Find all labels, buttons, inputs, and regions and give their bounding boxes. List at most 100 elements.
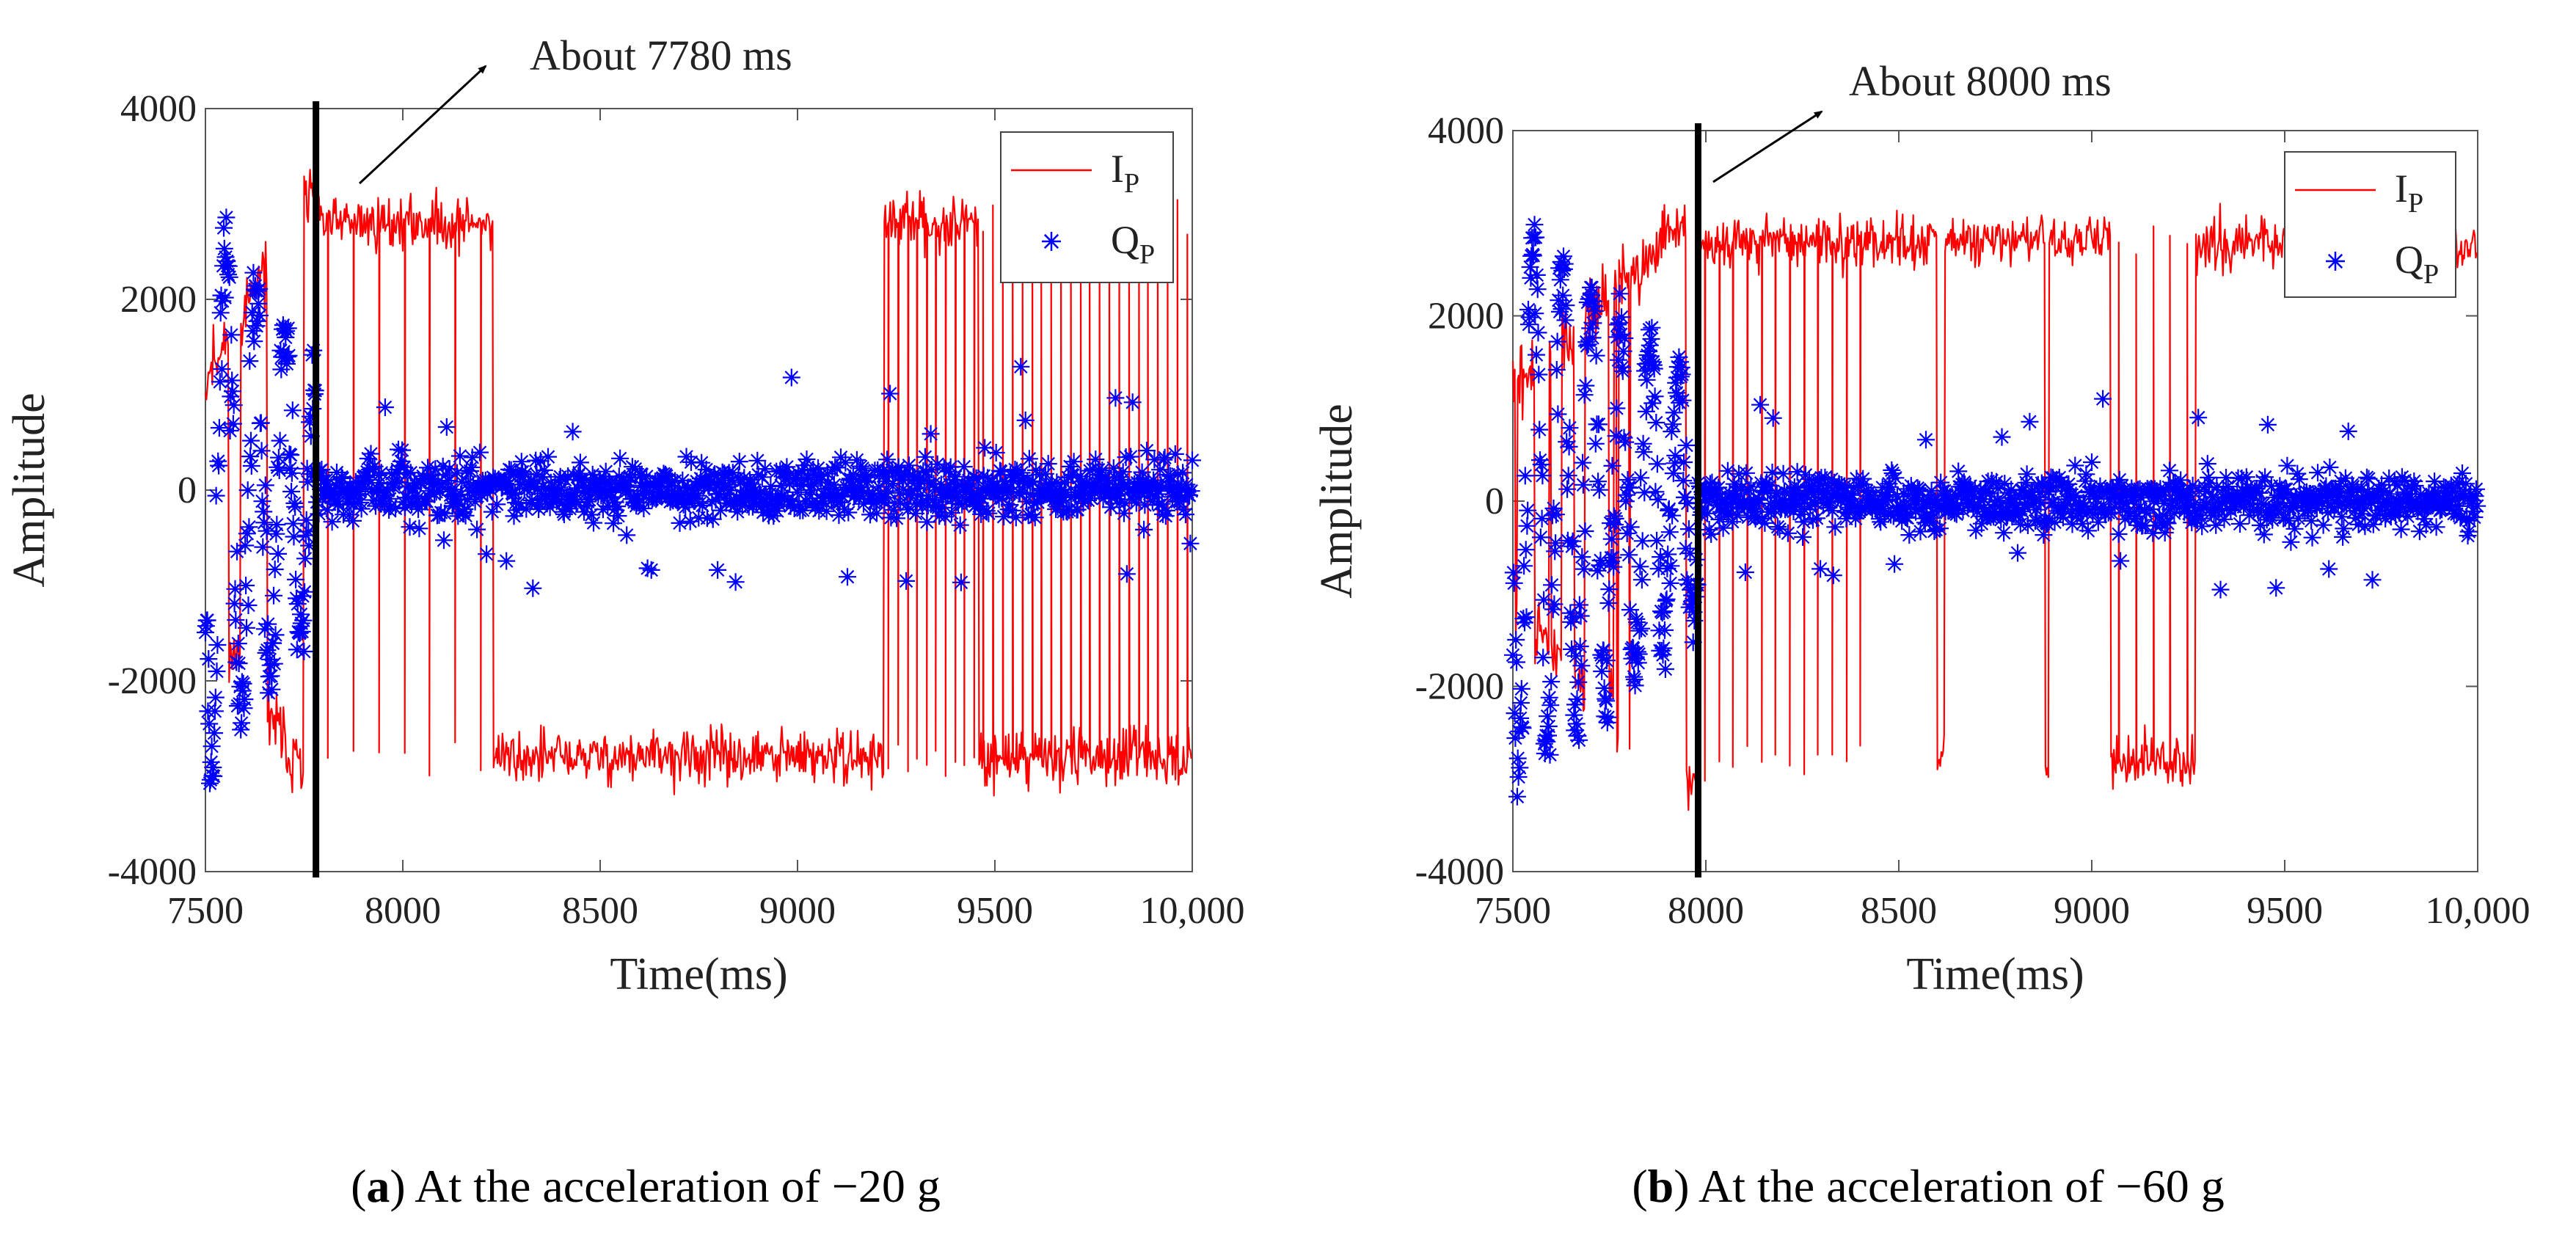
- chart-a-qp-point: [544, 492, 562, 511]
- chart-a-qp-point: [534, 477, 552, 495]
- chart-b-qp-point: [1718, 461, 1737, 480]
- chart-b-qp-point: [1511, 709, 1530, 727]
- chart-a-qp-point: [1090, 466, 1109, 484]
- chart-a-qp-point: [1139, 473, 1158, 492]
- chart-b-qp-point: [1641, 347, 1660, 365]
- chart-a-qp-point: [266, 626, 285, 644]
- chart-b-qp-point: [2218, 500, 2236, 518]
- chart-b-qp-point: [1544, 499, 1563, 517]
- chart-b-qp-point: [1604, 548, 1622, 566]
- chart-a-qp-point: [302, 465, 321, 483]
- chart-b-qp-point: [2189, 409, 2208, 427]
- chart-b-qp-point: [1544, 600, 1562, 618]
- chart-a-qp-point: [356, 479, 374, 497]
- chart-a-qp-point: [1117, 565, 1136, 583]
- chart-a-qp-point: [1081, 461, 1099, 480]
- chart-b-qp-point: [2321, 459, 2339, 476]
- chart-a-qp-point: [976, 439, 994, 457]
- chart-a-qp-point: [798, 450, 816, 468]
- chart-b-qp-point: [1543, 576, 1561, 594]
- chart-b-qp-point: [1773, 491, 1792, 509]
- chart-b-qp-point: [1823, 502, 1842, 520]
- chart-a-qp-point: [877, 472, 895, 490]
- chart-a-qp-point: [825, 475, 843, 494]
- chart-b-qp-point: [1520, 308, 1539, 326]
- chart-a-qp-point: [373, 492, 391, 510]
- chart-b-qp-point: [1587, 346, 1605, 365]
- chart-a-qp-point: [1011, 484, 1029, 503]
- chart-b-qp-point: [2141, 500, 2159, 519]
- chart-b-qp-point: [2447, 491, 2465, 508]
- chart-b-qp-point: [2263, 511, 2282, 529]
- chart-a-qp-point: [437, 418, 456, 436]
- chart-b-qp-point: [1819, 477, 1837, 495]
- chart-a-qp-point: [748, 451, 767, 470]
- chart-a-qp-point: [269, 458, 287, 476]
- chart-a-qp-point: [259, 615, 277, 633]
- chart-a-qp-point: [387, 464, 406, 482]
- chart-b-qp-point: [2050, 468, 2068, 486]
- chart-a-qp-point: [585, 514, 602, 532]
- chart-a-qp-point: [202, 737, 221, 756]
- chart-a-qp-point: [1145, 450, 1164, 469]
- chart-a-qp-point: [1132, 483, 1150, 502]
- chart-a-qp-point: [243, 304, 261, 321]
- chart-b-qp-point: [1566, 647, 1585, 665]
- chart-b-qp-point: [1564, 532, 1582, 550]
- chart-b-qp-point: [2362, 494, 2381, 512]
- chart-b-qp-point: [1558, 433, 1576, 451]
- chart-a-qp-point: [437, 466, 455, 484]
- chart-a-qp-point: [533, 468, 552, 486]
- chart-b-qp-point: [2219, 478, 2237, 496]
- chart-b-qp-point: [2382, 508, 2400, 526]
- chart-b-qp-point: [1721, 484, 1739, 502]
- chart-a-qp-point: [1052, 481, 1070, 499]
- chart-a-qp-point: [216, 288, 234, 307]
- chart-a-qp-point: [266, 561, 284, 578]
- chart-b-qp-point: [2380, 469, 2398, 487]
- chart-a-qp-point: [788, 483, 806, 501]
- chart-a-qp-point: [208, 663, 226, 680]
- chart-b-qp-point: [1656, 660, 1674, 678]
- chart-a-qp-point: [271, 431, 289, 450]
- chart-a-qp-point: [1051, 486, 1069, 505]
- chart-b-qp-point: [1603, 456, 1621, 475]
- chart-b-qp-point: [1759, 482, 1777, 500]
- chart-b-qp-point: [2032, 495, 2050, 513]
- chart-b-qp-point: [1599, 594, 1618, 612]
- chart-a-qp-point: [595, 471, 613, 489]
- chart-a-qp-point: [547, 490, 566, 508]
- chart-a-qp-point: [685, 484, 703, 503]
- chart-a-qp-point: [591, 472, 609, 490]
- chart-b-qp-point: [1992, 511, 2010, 529]
- chart-b-qp-point: [2021, 412, 2039, 431]
- chart-a-qp-point: [351, 494, 370, 511]
- chart-a-qp-point: [447, 487, 465, 506]
- chart-a-qp-point: [618, 526, 636, 544]
- chart-a-qp-point: [365, 491, 383, 509]
- chart-b-qp-point: [2239, 478, 2257, 496]
- chart-a-qp-point: [483, 503, 501, 521]
- chart-a-qp-point: [918, 513, 936, 531]
- chart-b-qp-point: [1996, 475, 2014, 493]
- chart-a-qp-point: [1061, 457, 1079, 475]
- chart-a-qp-point: [455, 503, 473, 521]
- chart-b-qp-point: [1540, 688, 1558, 707]
- chart-b-qp-point: [2367, 507, 2385, 525]
- chart-a-qp-point: [941, 458, 960, 476]
- chart-b-qp-point: [2444, 483, 2462, 500]
- chart-a-qp-point: [714, 478, 732, 496]
- chart-b-qp-point: [1872, 513, 1890, 531]
- chart-a-qp-point: [811, 467, 829, 485]
- chart-b-qp-point: [1574, 475, 1592, 494]
- chart-a-qp-point: [224, 415, 242, 433]
- chart-b-qp-point: [1845, 478, 1863, 497]
- chart-b-qp-point: [2459, 522, 2478, 541]
- chart-a-qp-point: [869, 478, 888, 496]
- chart-b-qp-point: [2406, 477, 2424, 495]
- chart-b-qp-point: [2137, 517, 2155, 535]
- chart-a-qp-point: [478, 545, 496, 563]
- chart-a-ytick-label: -4000: [108, 851, 197, 893]
- chart-b-qp-point: [1613, 362, 1632, 380]
- chart-b-qp-point: [2363, 571, 2382, 589]
